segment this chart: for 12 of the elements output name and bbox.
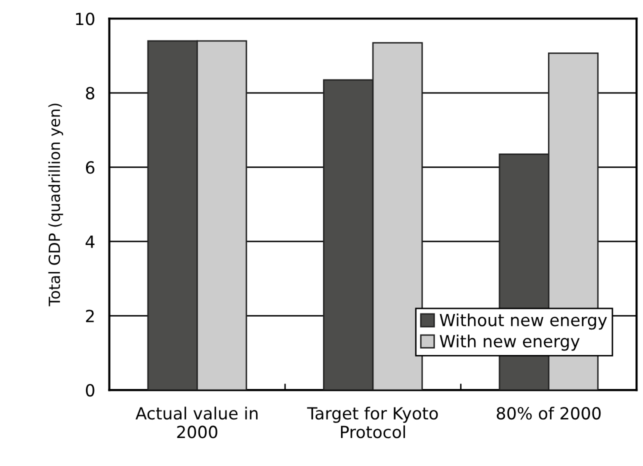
y-tick-label: 2 <box>86 310 94 322</box>
x-tick-label: 80% of 2000 <box>496 406 601 420</box>
y-axis-title: Total GDP (quadrillion yen) <box>48 104 64 306</box>
y-tick-label: 0 <box>86 384 94 397</box>
legend-label: With new energy <box>440 334 580 351</box>
y-tick-label: 4 <box>86 236 94 248</box>
y-tick-label: 10 <box>76 12 94 26</box>
legend-label: Without new energy <box>440 313 607 330</box>
x-tick-label: Target for Kyoto Protocol <box>307 406 438 438</box>
x-tick-label: Actual value in 2000 <box>136 406 258 438</box>
y-tick-label: 8 <box>86 86 94 100</box>
y-tick-label: 6 <box>86 161 94 174</box>
